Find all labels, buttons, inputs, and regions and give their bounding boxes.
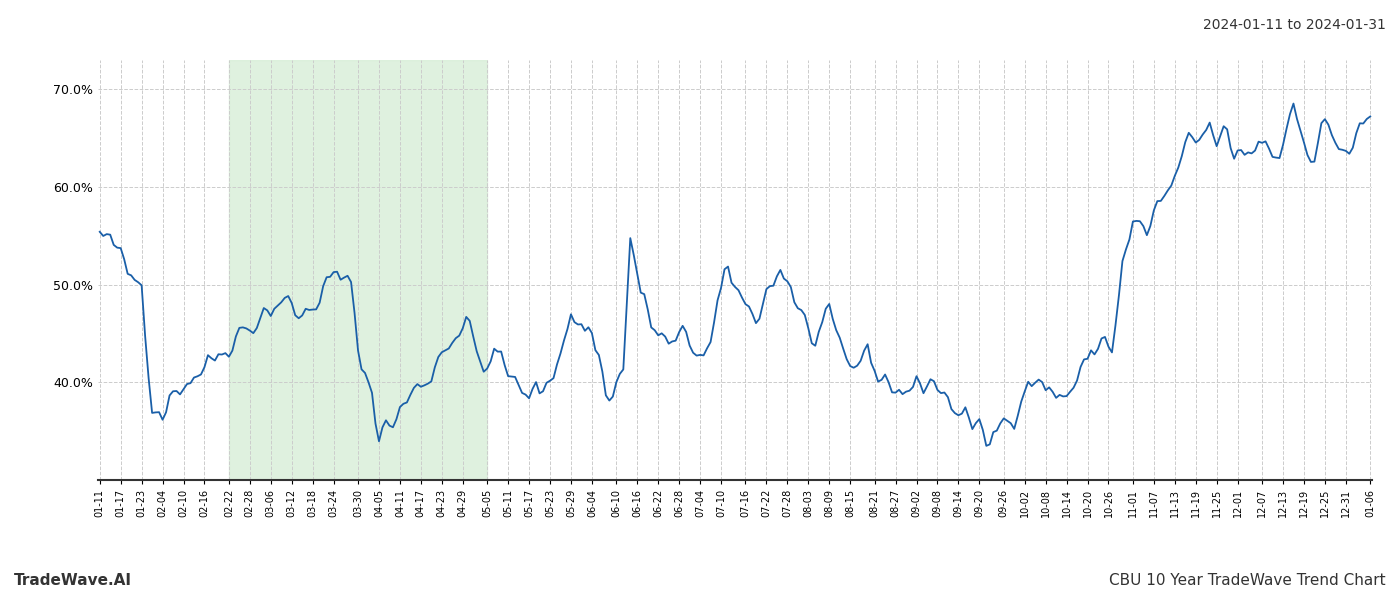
Text: CBU 10 Year TradeWave Trend Chart: CBU 10 Year TradeWave Trend Chart xyxy=(1109,573,1386,588)
Text: 2024-01-11 to 2024-01-31: 2024-01-11 to 2024-01-31 xyxy=(1203,18,1386,32)
Bar xyxy=(228,60,487,480)
Text: TradeWave.AI: TradeWave.AI xyxy=(14,573,132,588)
